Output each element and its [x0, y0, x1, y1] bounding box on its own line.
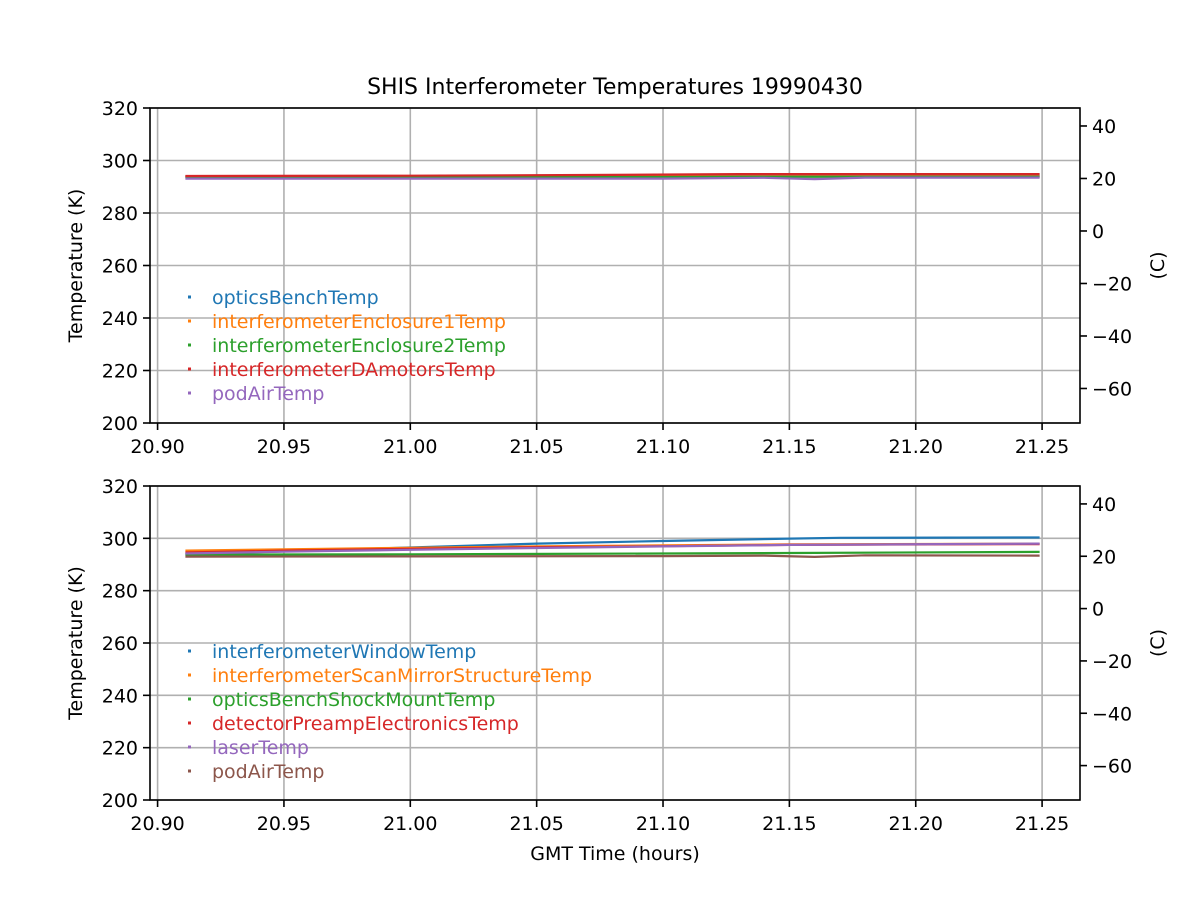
chart-title: SHIS Interferometer Temperatures 1999043…: [367, 75, 863, 100]
legend-marker: [188, 745, 191, 749]
y2-tick-label: 40: [1092, 116, 1116, 138]
legend-marker: [188, 319, 191, 323]
x-tick-label: 21.10: [636, 436, 690, 458]
y-tick-label: 280: [102, 581, 138, 603]
y2-axis-label: (C): [1147, 629, 1169, 657]
x-tick-label: 21.25: [1015, 436, 1069, 458]
legend-entry: interferometerEnclosure1Temp: [212, 311, 506, 333]
x-tick-label: 20.95: [257, 813, 311, 835]
y-tick-label: 240: [102, 685, 138, 707]
legend-marker: [188, 649, 191, 653]
y-tick-label: 220: [102, 361, 138, 383]
y-tick-label: 200: [102, 413, 138, 435]
legend-marker: [188, 367, 191, 371]
legend-entry: laserTemp: [212, 737, 309, 759]
y2-tick-label: −40: [1092, 326, 1132, 348]
legend-marker: [188, 769, 191, 773]
y2-tick-label: −20: [1092, 273, 1132, 295]
legend-marker: [188, 295, 191, 299]
x-tick-label: 21.00: [383, 436, 437, 458]
y-tick-label: 320: [102, 476, 138, 498]
y-tick-label: 200: [102, 790, 138, 812]
x-tick-label: 20.90: [130, 436, 184, 458]
y-tick-label: 240: [102, 308, 138, 330]
x-tick-label: 20.95: [257, 436, 311, 458]
y-tick-label: 260: [102, 256, 138, 278]
legend-marker: [188, 343, 191, 347]
legend-entry: interferometerWindowTemp: [212, 641, 476, 663]
legend-entry: podAirTemp: [212, 383, 324, 405]
legend-marker: [188, 391, 191, 395]
y2-tick-label: 0: [1092, 599, 1104, 621]
y2-tick-label: 40: [1092, 494, 1116, 516]
legend-entry: detectorPreampElectronicsTemp: [212, 713, 519, 735]
x-tick-label: 21.00: [383, 813, 437, 835]
y-tick-label: 260: [102, 633, 138, 655]
y2-tick-label: 0: [1092, 221, 1104, 243]
legend-marker: [188, 673, 191, 677]
x-tick-label: 21.25: [1015, 813, 1069, 835]
series-line-laserTemp: [185, 542, 1040, 555]
y-tick-label: 280: [102, 203, 138, 225]
x-tick-label: 21.05: [509, 436, 563, 458]
series-line-podAirTemp: [185, 176, 1040, 181]
x-tick-label: 20.90: [130, 813, 184, 835]
y2-tick-label: 20: [1092, 168, 1116, 190]
x-tick-label: 21.05: [509, 813, 563, 835]
x-tick-label: 21.15: [762, 813, 816, 835]
series-line-interferometerDAmotorsTemp: [185, 173, 1040, 178]
y2-tick-label: −20: [1092, 651, 1132, 673]
y2-tick-label: 20: [1092, 546, 1116, 568]
y-tick-label: 220: [102, 738, 138, 760]
series-line-podAirTemp: [185, 554, 1040, 559]
y-tick-label: 300: [102, 528, 138, 550]
x-tick-label: 21.20: [889, 436, 943, 458]
y2-tick-label: −60: [1092, 756, 1132, 778]
y-axis-label: Temperature (K): [65, 189, 87, 344]
legend-entry: podAirTemp: [212, 761, 324, 783]
legend-entry: interferometerScanMirrorStructureTemp: [212, 665, 592, 687]
top-temperature-panel: 20.90 20.95 21.00 21.05 21.10 21.15 21.20 21.25…: [65, 98, 1169, 458]
x-tick-label: 21.20: [889, 813, 943, 835]
legend-entry: interferometerDAmotorsTemp: [212, 359, 496, 381]
y2-tick-label: −60: [1092, 378, 1132, 400]
bottom-temperature-panel: 20.90 20.95 21.00 21.05 21.10 21.15 21.20 21.25…: [65, 476, 1169, 865]
legend-entry: interferometerEnclosure2Temp: [212, 335, 506, 357]
x-axis-label: GMT Time (hours): [530, 843, 700, 865]
y-axis-label: Temperature (K): [65, 566, 87, 721]
legend-entry: opticsBenchShockMountTemp: [212, 689, 495, 711]
series-line-opticsBenchShockMountTemp: [185, 550, 1040, 556]
legend-marker: [188, 697, 191, 701]
y2-axis-label: (C): [1147, 251, 1169, 279]
legend-marker: [188, 721, 191, 725]
x-tick-label: 21.15: [762, 436, 816, 458]
y-tick-label: 320: [102, 98, 138, 120]
x-tick-label: 21.10: [636, 813, 690, 835]
legend-entry: opticsBenchTemp: [212, 287, 379, 309]
y-tick-label: 300: [102, 151, 138, 173]
y2-tick-label: −40: [1092, 703, 1132, 725]
